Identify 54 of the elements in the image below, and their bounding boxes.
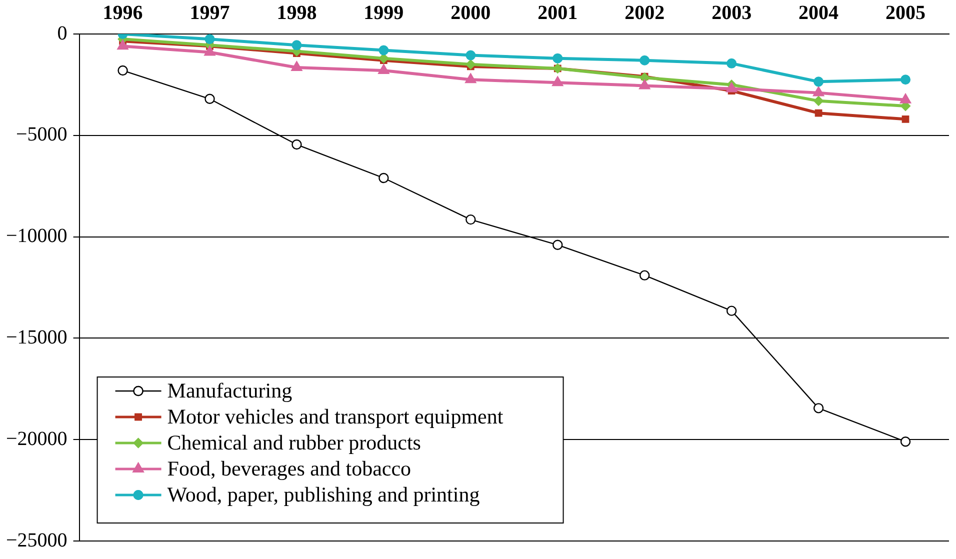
legend-label: Manufacturing [167,378,293,403]
y-tick-label: 0 [57,22,68,44]
point [813,403,824,414]
point [552,240,563,250]
y-tick-label: −15000 [6,326,68,348]
point [292,40,302,50]
legend-label: Wood, paper, publishing and printing [167,482,480,507]
x-tick-label: 1998 [276,2,317,24]
y-tick-label: −25000 [6,529,68,552]
point [378,64,390,74]
legend-label: Food, beverages and tobacco [167,456,412,481]
x-tick-label: 2005 [886,2,926,24]
point [204,94,215,104]
point [466,214,476,225]
point [812,86,824,96]
y-tick-label: −20000 [6,428,68,450]
x-tick-label: 2001 [538,2,578,24]
point [900,436,911,447]
y-tick-label: −10000 [6,225,68,248]
point [900,93,912,104]
point [204,34,215,44]
point [638,79,650,90]
point [726,82,738,92]
x-tick-label: 1997 [190,2,230,24]
point [726,58,737,68]
legend-label: Motor vehicles and transport equipment [167,404,504,429]
point [204,46,216,56]
point [466,59,476,70]
point [814,76,824,87]
point [640,55,650,66]
y-tick-label: −5000 [16,124,68,146]
point [292,139,302,150]
point [464,73,476,84]
point [291,60,302,71]
x-tick-label: 1999 [364,2,404,24]
point [552,76,564,86]
point [814,109,822,117]
x-tick-label: 2000 [450,2,491,24]
point [640,72,650,83]
x-tick-label: 2002 [624,2,665,24]
x-tick-label: 1996 [102,2,143,24]
point [902,115,910,123]
x-tick-label: 2003 [712,2,752,24]
x-tick-label: 2004 [798,2,839,24]
point [900,74,911,85]
point [814,96,824,106]
point [466,50,476,60]
point [726,306,737,316]
point [552,53,563,64]
point [118,65,128,76]
point [378,45,389,56]
point [378,172,389,184]
point [640,270,650,280]
legend-label: Chemical and rubber products [167,430,421,455]
